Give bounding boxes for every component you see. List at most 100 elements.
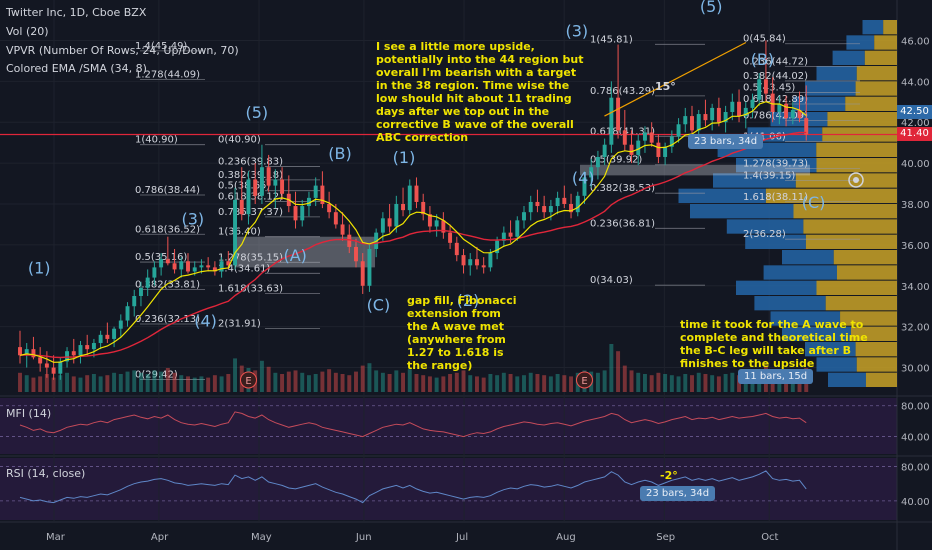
volume-bar [488, 374, 493, 392]
angle-label-rsi: -2° [660, 469, 678, 482]
volume-bar [179, 375, 184, 392]
date-tick-label: Aug [556, 532, 576, 543]
volume-bar [354, 371, 358, 392]
volume-bar [542, 375, 547, 392]
candle [387, 204, 392, 233]
rsi-tick-label: 40.00 [901, 497, 930, 508]
profile-row-up [832, 50, 865, 65]
volume-bar [710, 375, 715, 392]
profile-row-down [825, 296, 897, 311]
volume-bar [212, 375, 217, 392]
volume-bar [636, 372, 641, 392]
candle-body [239, 199, 244, 215]
candle-body [542, 206, 547, 213]
trend-line [604, 41, 747, 117]
candle [461, 248, 466, 274]
profile-row-down [851, 326, 897, 341]
volume-bar [24, 375, 29, 392]
profile-row-down [855, 342, 897, 357]
fib-far-label: 0.786(42.09) [743, 110, 808, 121]
profile-row-down [855, 81, 897, 96]
candle-body [737, 101, 742, 117]
candle-body [676, 124, 681, 137]
candle-body [501, 232, 506, 241]
volume-bar [528, 372, 533, 392]
candle-body [669, 136, 674, 147]
candle-body [575, 195, 580, 213]
volume-bar [313, 374, 318, 392]
volume-bar [454, 372, 459, 392]
profile-row-up [713, 173, 796, 188]
fib-far-label: 1.618(38.11) [743, 192, 808, 203]
date-tick-label: Jun [355, 532, 372, 543]
volume-bar [327, 369, 332, 392]
ema-legend[interactable]: Colored EMA /SMA (34, 8) [6, 62, 147, 75]
volume-bar [85, 375, 90, 392]
mfi-title: MFI (14) [6, 407, 52, 420]
candle [535, 189, 540, 213]
volume-bar [112, 372, 117, 392]
vpvr-legend[interactable]: VPVR (Number Of Rows, 24, Up/Down, 70) [6, 44, 239, 57]
candle-body [333, 212, 338, 225]
candle-body [165, 259, 170, 264]
volume-bar [300, 372, 305, 392]
candle [743, 101, 748, 129]
candle [474, 246, 479, 270]
wave-label: (5) [700, 0, 723, 16]
candle [649, 122, 654, 147]
candle-body [360, 261, 365, 286]
volume-bar [280, 374, 285, 392]
candle [448, 224, 453, 249]
volume-bar [199, 376, 204, 392]
fib-mid-label: 1.618(33.63) [218, 283, 283, 294]
profile-row-up [828, 372, 866, 387]
candle-body [562, 197, 567, 204]
fib-far-label: 1.278(39.73) [743, 159, 808, 170]
bars-badge-main: 23 bars, 34d [688, 134, 764, 149]
fib-far-label: 0.5(43.45) [743, 83, 795, 94]
profile-row-down [827, 112, 897, 127]
candle-body [138, 287, 143, 296]
candle [132, 289, 137, 317]
rsi-line [19, 470, 807, 504]
candle [354, 238, 358, 268]
wave-label: (2) [457, 291, 480, 310]
candle [233, 187, 238, 270]
candle [575, 191, 580, 217]
candle-body [401, 204, 406, 211]
wave-label: (B) [751, 50, 774, 69]
candle [515, 216, 520, 241]
candle [441, 212, 446, 239]
wave-label: (1) [28, 259, 51, 278]
profile-row-down [816, 280, 897, 295]
price-tag: 42.50 [897, 105, 932, 119]
candle [112, 326, 117, 348]
volume-bar [656, 372, 661, 392]
price-tag: 41.40 [897, 127, 932, 142]
fib-far-label: 0.236(44.72) [743, 57, 808, 68]
volume-bar [226, 374, 231, 392]
fib-right-label: 0.236(36.81) [590, 218, 655, 229]
candle-body [797, 109, 802, 119]
volume-legend[interactable]: Vol (20) [6, 25, 49, 38]
candle [595, 150, 600, 180]
candle [280, 167, 285, 200]
volume-bar [663, 374, 668, 392]
candle-body [172, 263, 177, 270]
wave-label: (A) [283, 246, 306, 265]
volume-bar [293, 370, 298, 392]
volume-bar [602, 370, 607, 392]
rsi-panel: 80.00 40.00 [0, 463, 930, 508]
volume-bar [233, 358, 238, 392]
candle [669, 130, 674, 153]
volume-bar [676, 376, 681, 392]
upside-note: I see a little more upside, potentially … [376, 40, 584, 144]
volume-bar [716, 376, 721, 392]
candle-body [380, 218, 385, 233]
mfi-line [19, 411, 807, 438]
candle [797, 91, 802, 123]
candle [481, 257, 486, 274]
volume-bar [421, 375, 426, 392]
volume-bar [642, 374, 647, 392]
